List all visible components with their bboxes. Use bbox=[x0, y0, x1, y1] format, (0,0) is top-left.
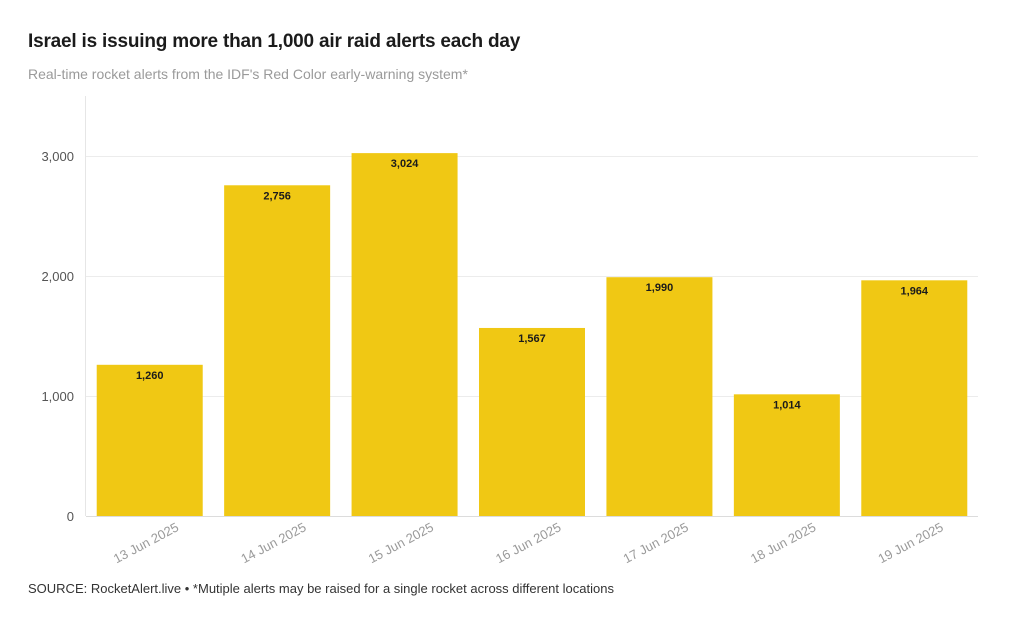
x-tick-label: 19 Jun 2025 bbox=[875, 519, 945, 566]
x-tick-label: 14 Jun 2025 bbox=[238, 519, 308, 566]
bar-value-label: 1,260 bbox=[136, 370, 164, 382]
bar bbox=[733, 394, 840, 516]
data-labels: 1,260 2,756 3,024 1,567 1,990 1,014 1,964 bbox=[136, 158, 929, 411]
y-tick-label: 2,000 bbox=[41, 269, 74, 284]
y-tick-label: 0 bbox=[67, 509, 74, 524]
bar bbox=[351, 153, 458, 516]
bar bbox=[96, 364, 203, 516]
chart-subtitle: Real-time rocket alerts from the IDF's R… bbox=[28, 66, 468, 82]
bar bbox=[224, 185, 331, 516]
x-tick-labels: 13 Jun 2025 14 Jun 2025 15 Jun 2025 16 Jun … bbox=[111, 519, 946, 566]
x-tick-label: 18 Jun 2025 bbox=[748, 519, 818, 566]
x-tick-label: 17 Jun 2025 bbox=[621, 519, 691, 566]
bar bbox=[479, 327, 585, 516]
chart-title: Israel is issuing more than 1,000 air ra… bbox=[28, 31, 521, 52]
bar-value-label: 3,024 bbox=[391, 158, 419, 170]
bars bbox=[96, 153, 968, 516]
bar-value-label: 1,567 bbox=[518, 333, 546, 345]
source-note: SOURCE: RocketAlert.live • *Mutiple aler… bbox=[28, 581, 614, 596]
bar bbox=[861, 280, 968, 516]
bar-value-label: 1,964 bbox=[901, 285, 929, 297]
bar bbox=[606, 277, 713, 516]
y-tick-label: 3,000 bbox=[41, 149, 74, 164]
y-tick-labels: 0 1,000 2,000 3,000 bbox=[41, 149, 74, 524]
bar-value-label: 2,756 bbox=[263, 190, 291, 202]
x-tick-label: 13 Jun 2025 bbox=[111, 519, 181, 566]
bar-value-label: 1,990 bbox=[646, 282, 674, 294]
x-tick-label: 16 Jun 2025 bbox=[493, 519, 563, 566]
bar-value-label: 1,014 bbox=[773, 399, 801, 411]
y-tick-label: 1,000 bbox=[41, 389, 74, 404]
x-tick-label: 15 Jun 2025 bbox=[366, 519, 436, 566]
